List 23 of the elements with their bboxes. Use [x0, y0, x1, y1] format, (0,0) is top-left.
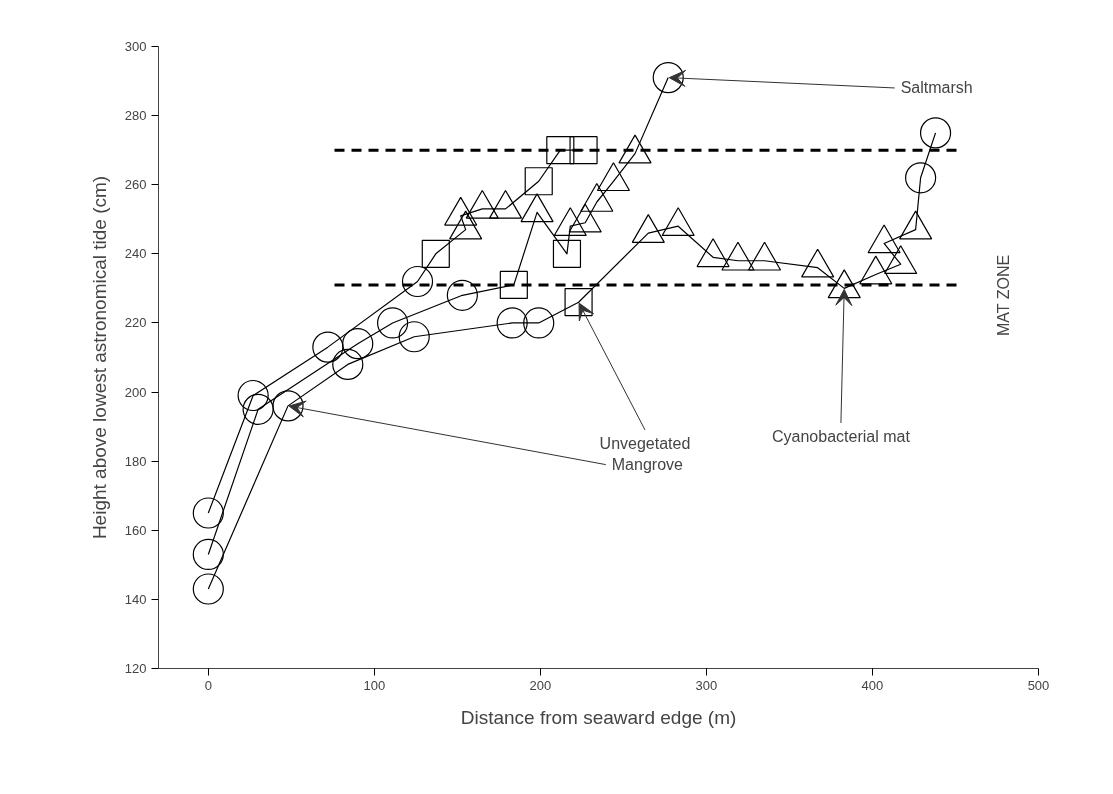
- x-tick-label: 300: [695, 677, 718, 693]
- x-tick-label: 500: [1027, 677, 1050, 693]
- y-tick-label: 160: [124, 522, 147, 538]
- y-tick-label: 120: [124, 661, 147, 676]
- y-tick-label: 200: [124, 384, 147, 400]
- y-axis-title: Height above lowest astronomical tide (cm): [88, 175, 110, 540]
- y-tick-label: 280: [124, 108, 147, 124]
- y-tick-label: 240: [124, 246, 147, 262]
- y-tick-label: 300: [124, 39, 147, 54]
- annotation: Cyanobacterial mat: [771, 428, 911, 446]
- annotation: Unvegetated: [599, 435, 691, 453]
- x-tick-label: 200: [529, 677, 552, 693]
- x-tick-label: 400: [861, 677, 884, 693]
- annotation: Mangrove: [611, 456, 684, 474]
- y-tick-label: 180: [124, 453, 147, 469]
- annotation: MAT ZONE: [994, 254, 1012, 337]
- annotation: Saltmarsh: [900, 79, 973, 97]
- y-tick-label: 220: [124, 315, 147, 331]
- y-tick-label: 260: [124, 177, 147, 193]
- x-tick-label: 0: [204, 677, 212, 693]
- x-tick-label: 100: [363, 677, 386, 693]
- y-tick-label: 140: [124, 591, 147, 607]
- x-axis-title: Distance from seaward edge (m): [460, 706, 737, 728]
